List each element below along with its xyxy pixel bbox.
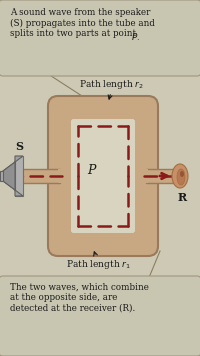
Bar bbox=[132, 169, 148, 183]
Ellipse shape bbox=[172, 164, 188, 188]
Text: A sound wave from the speaker
(S) propagates into the tube and
splits into two p: A sound wave from the speaker (S) propag… bbox=[10, 8, 155, 38]
FancyBboxPatch shape bbox=[71, 119, 135, 233]
Text: Path length $r_2$: Path length $r_2$ bbox=[79, 78, 143, 91]
FancyBboxPatch shape bbox=[48, 96, 158, 256]
Text: The two waves, which combine
at the opposite side, are
detected at the receiver : The two waves, which combine at the oppo… bbox=[10, 283, 149, 313]
Text: R: R bbox=[177, 192, 187, 203]
Bar bbox=[58, 169, 74, 183]
Ellipse shape bbox=[180, 171, 184, 177]
Bar bbox=[146, 169, 175, 183]
Text: Path length $r_1$: Path length $r_1$ bbox=[66, 258, 130, 271]
FancyBboxPatch shape bbox=[71, 119, 135, 233]
Polygon shape bbox=[15, 156, 23, 196]
Polygon shape bbox=[3, 162, 15, 190]
Text: P: P bbox=[87, 164, 95, 178]
Polygon shape bbox=[3, 156, 23, 196]
FancyBboxPatch shape bbox=[0, 0, 200, 76]
Bar bbox=[10, 169, 60, 183]
FancyBboxPatch shape bbox=[0, 276, 200, 356]
Polygon shape bbox=[0, 171, 3, 181]
Text: S: S bbox=[15, 141, 23, 152]
Ellipse shape bbox=[177, 169, 185, 185]
Text: $P.$: $P.$ bbox=[131, 31, 140, 42]
